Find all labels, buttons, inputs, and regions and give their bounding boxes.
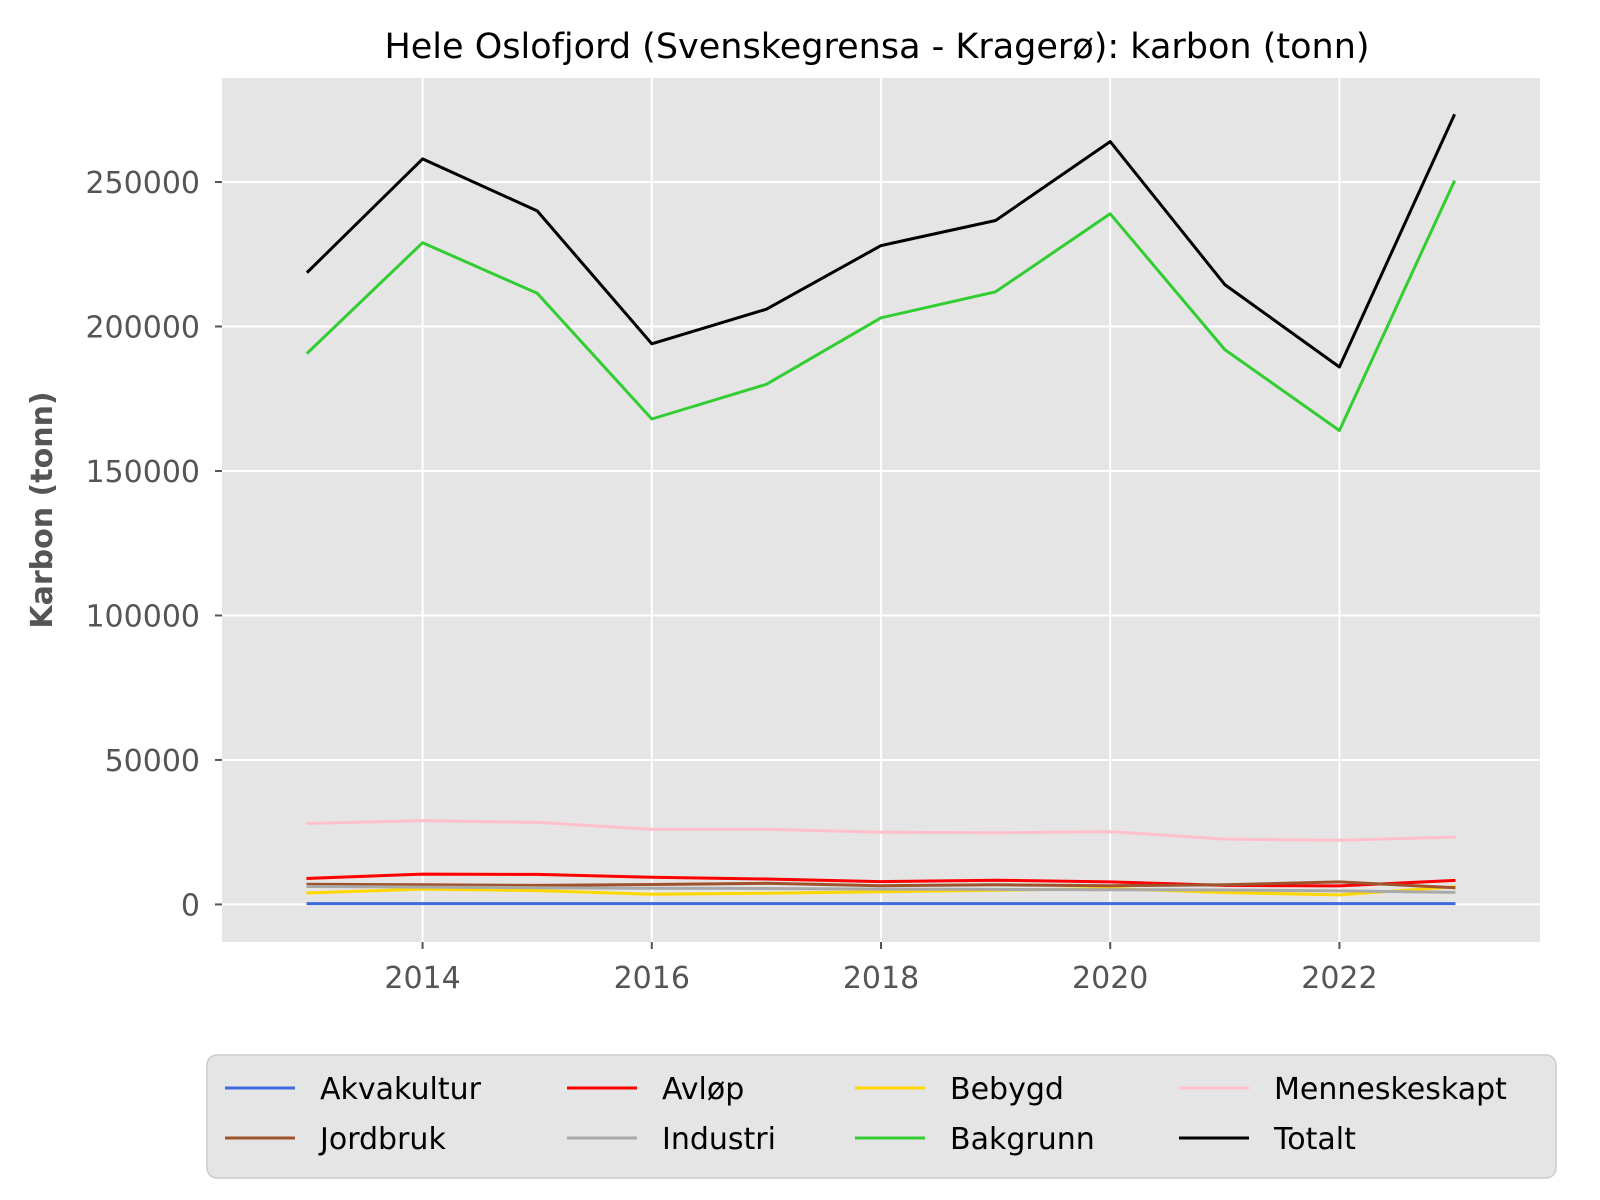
x-tick-label: 2020: [1072, 961, 1148, 996]
legend-items: Akvakultur Avløp Bebygd Menneskeskapt Jordbr…: [225, 1072, 1507, 1157]
y-tick-label: 0: [181, 888, 200, 923]
series-line-avlop: [306, 872, 1456, 888]
legend-label-totalt: Totalt: [1273, 1122, 1356, 1157]
legend-label-bebygd: Bebygd: [950, 1072, 1064, 1107]
series-line-bebygd: [306, 885, 1456, 897]
grid-lines: [222, 78, 1540, 942]
x-axis-ticks: 2014 2016 2018 2020 2022: [384, 942, 1378, 996]
legend-label-industri: Industri: [662, 1122, 776, 1157]
chart-title: Hele Oslofjord (Svenskegrensa - Kragerø)…: [384, 27, 1369, 67]
x-tick-label: 2016: [614, 961, 690, 996]
legend-label-akvakultur: Akvakultur: [320, 1072, 482, 1107]
series-line-totalt: [305, 113, 1456, 369]
legend-label-menneskeskapt: Menneskeskapt: [1274, 1072, 1507, 1107]
y-axis-ticks: 0 50000 100000 150000 200000 250000: [85, 166, 222, 923]
series-line-industri: [306, 884, 1456, 894]
legend-label-bakgrunn: Bakgrunn: [950, 1122, 1095, 1157]
y-tick-label: 200000: [85, 311, 200, 346]
y-tick-label: 150000: [85, 455, 200, 490]
series-line-jordbruk: [306, 880, 1456, 890]
x-tick-label: 2018: [843, 961, 919, 996]
series-line-menneskeskapt: [306, 819, 1456, 842]
legend-label-avlop: Avløp: [662, 1072, 744, 1107]
x-tick-label: 2022: [1301, 961, 1377, 996]
y-tick-label: 50000: [105, 744, 200, 779]
y-axis-label: Karbon (tonn): [25, 391, 60, 628]
y-tick-label: 250000: [85, 166, 200, 201]
series-lines: [305, 113, 1456, 906]
y-tick-label: 100000: [85, 599, 200, 634]
legend: Akvakultur Avløp Bebygd Menneskeskapt Jordbr…: [206, 1054, 1557, 1179]
x-tick-label: 2014: [384, 961, 460, 996]
series-line-bakgrunn: [305, 180, 1456, 432]
legend-label-jordbruk: Jordbruk: [318, 1122, 446, 1157]
legend-box: [206, 1054, 1557, 1179]
